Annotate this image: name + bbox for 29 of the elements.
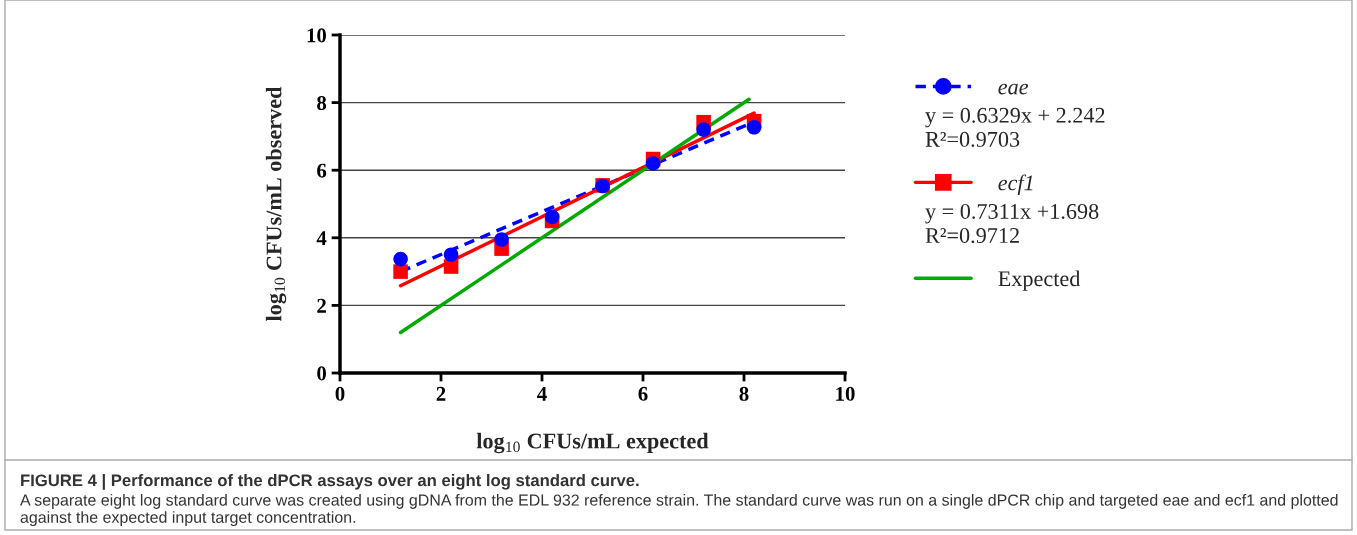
y-tick-label: 0 — [317, 366, 327, 381]
x-tick-label: 4 — [537, 386, 547, 401]
legend-label: ecf1 — [998, 174, 1033, 195]
text: A separate eight log standard curve was created using gDNA from the EDL 932 reference strain. The standard curve was run on a single dPCR chip and targeted eae and ecf1 and plotted against the expected input target concentration. — [20, 494, 1338, 527]
legend-label: Expected — [998, 270, 1081, 291]
point — [393, 264, 408, 279]
point — [746, 119, 762, 135]
point — [544, 209, 560, 225]
y-tick-label: 2 — [317, 298, 326, 313]
y-tick-label: 8 — [317, 95, 327, 111]
y-tick-label: 10 — [307, 28, 327, 43]
text: FIGURE 4 | Performance of the dPCR assays over an eight log standard curve. — [21, 474, 639, 490]
x-tick-label: 2 — [436, 386, 446, 401]
x-tick-label: 0 — [335, 386, 345, 401]
legend-label: eae — [998, 83, 1029, 95]
point — [443, 247, 459, 262]
text: y = 0.7311x +1.698 R²=0.9712 — [925, 203, 1099, 244]
point — [393, 251, 408, 267]
y-tick-label: 6 — [317, 163, 327, 178]
text: y = 0.6329x + 2.242 R²=0.9703 — [925, 107, 1105, 147]
x-axis-title: log$_{10}$ CFUs/mL expected — [476, 432, 709, 454]
point — [494, 232, 509, 247]
x-tick-label: 10 — [836, 386, 855, 401]
y-axis-title: log$_{10}$ CFUs/mL observed — [265, 86, 287, 322]
x-tick-label: 6 — [638, 386, 648, 401]
x-tick-label: 8 — [739, 386, 749, 401]
y-tick-label: 4 — [316, 231, 327, 246]
point — [645, 156, 661, 171]
point — [696, 122, 711, 137]
